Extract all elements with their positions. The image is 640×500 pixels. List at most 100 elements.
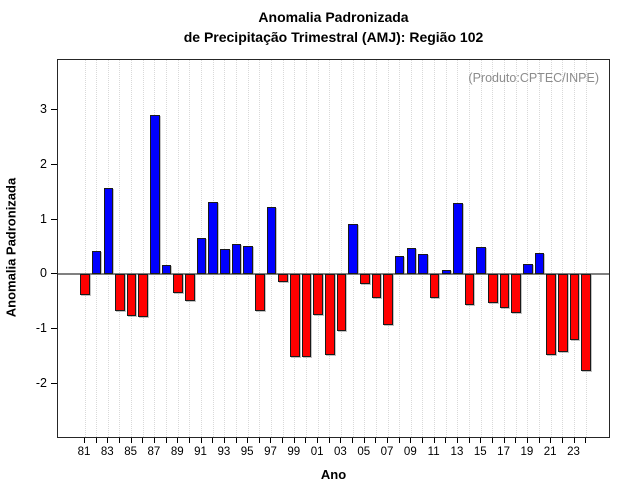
bar-1996 [255, 274, 265, 311]
grid-line [574, 60, 575, 437]
bar-2024 [581, 274, 591, 371]
grid-line [422, 60, 424, 437]
grid-line [434, 60, 436, 437]
grid-line [585, 60, 587, 437]
bar-1999 [289, 274, 300, 358]
grid-line [282, 60, 284, 437]
grid-line [96, 60, 98, 437]
grid-line [469, 60, 471, 437]
grid-line [224, 60, 226, 437]
bar-1994 [231, 243, 242, 275]
x-tick-label-85: 85 [124, 446, 137, 458]
bar-2011 [429, 274, 440, 298]
grid-line [259, 60, 261, 437]
x-tick-label-07: 07 [380, 446, 394, 458]
x-tick-1983 [107, 438, 109, 443]
grid-line [375, 60, 377, 437]
x-tick-label-15: 15 [473, 446, 487, 458]
bar-1985 [126, 274, 137, 317]
y-tick-label-0: 0 [40, 266, 47, 281]
x-tick-2017 [503, 438, 505, 443]
x-tick-2021 [550, 438, 552, 443]
x-tick-label-87: 87 [147, 446, 161, 458]
bar-1990 [185, 274, 195, 302]
x-tick-2016 [491, 438, 493, 443]
x-tick-label-03: 03 [334, 446, 347, 458]
bar-1988 [161, 265, 172, 275]
x-tick-1999 [293, 438, 295, 443]
x-tick-1986 [142, 438, 144, 443]
x-tick-label-97: 97 [264, 446, 277, 458]
y-tick--1 [51, 327, 57, 329]
grid-line [562, 60, 564, 437]
bar-1986 [138, 274, 149, 318]
x-tick-1988 [165, 438, 167, 443]
x-tick-2009 [410, 438, 412, 443]
bar-2014 [464, 274, 475, 305]
x-tick-label-89: 89 [170, 446, 184, 458]
x-tick-2005 [363, 438, 365, 443]
x-tick-label-13: 13 [450, 446, 464, 458]
grid-line [445, 60, 447, 437]
x-tick-1994 [235, 438, 237, 443]
x-tick-2002 [328, 438, 330, 443]
bar-2023 [569, 274, 580, 340]
bar-1989 [173, 274, 184, 293]
bar-1993 [220, 248, 230, 275]
bar-2013 [453, 202, 463, 275]
bar-1998 [278, 274, 288, 283]
y-tick-3 [51, 109, 57, 111]
grid-line [294, 60, 296, 437]
x-tick-label-91: 91 [194, 446, 207, 458]
y-axis-label: Anomalia Padronizada [3, 177, 19, 318]
grid-line [492, 60, 494, 437]
x-tick-1995 [247, 438, 249, 443]
y-tick-0 [51, 273, 57, 275]
grid-line [539, 60, 541, 437]
grid-line [387, 60, 389, 437]
grid-line [84, 60, 86, 437]
bar-1995 [243, 245, 253, 275]
x-tick-2018 [515, 438, 517, 443]
x-tick-2024 [585, 438, 587, 443]
grid-line [189, 60, 191, 437]
bar-2007 [383, 274, 393, 326]
grid-line [527, 60, 529, 437]
bar-1982 [91, 251, 102, 275]
x-tick-label-11: 11 [427, 446, 440, 458]
x-tick-2011 [433, 438, 435, 443]
x-tick-1996 [258, 438, 260, 443]
x-tick-label-17: 17 [497, 446, 510, 458]
x-tick-label-01: 01 [310, 446, 324, 458]
x-tick-label-09: 09 [403, 446, 417, 458]
bar-1991 [196, 237, 207, 275]
x-tick-2014 [468, 438, 470, 443]
x-tick-1984 [118, 438, 120, 443]
x-tick-1985 [130, 438, 132, 443]
x-tick-2019 [526, 438, 528, 443]
x-tick-2003 [340, 438, 342, 443]
bar-2005 [359, 274, 370, 284]
x-tick-label-95: 95 [240, 446, 254, 458]
bar-2020 [534, 252, 545, 275]
bar-2017 [499, 274, 510, 308]
bar-2012 [441, 270, 452, 275]
bar-2009 [406, 248, 417, 275]
bar-2016 [488, 274, 498, 303]
bar-1981 [80, 274, 90, 295]
x-tick-1997 [270, 438, 272, 443]
grid-line [305, 60, 307, 437]
bar-2002 [324, 274, 335, 356]
grid-line [131, 60, 133, 437]
x-tick-2010 [421, 438, 423, 443]
x-axis-label: Ano [320, 467, 347, 482]
x-tick-1989 [177, 438, 179, 443]
x-tick-1991 [200, 438, 202, 443]
x-tick-1981 [84, 438, 85, 443]
grid-line [504, 60, 506, 437]
x-tick-label-81: 81 [77, 446, 91, 458]
grid-line [317, 60, 319, 437]
x-tick-2008 [398, 438, 400, 443]
plot-area: (Produto:CPTEC/INPE) [57, 59, 610, 438]
